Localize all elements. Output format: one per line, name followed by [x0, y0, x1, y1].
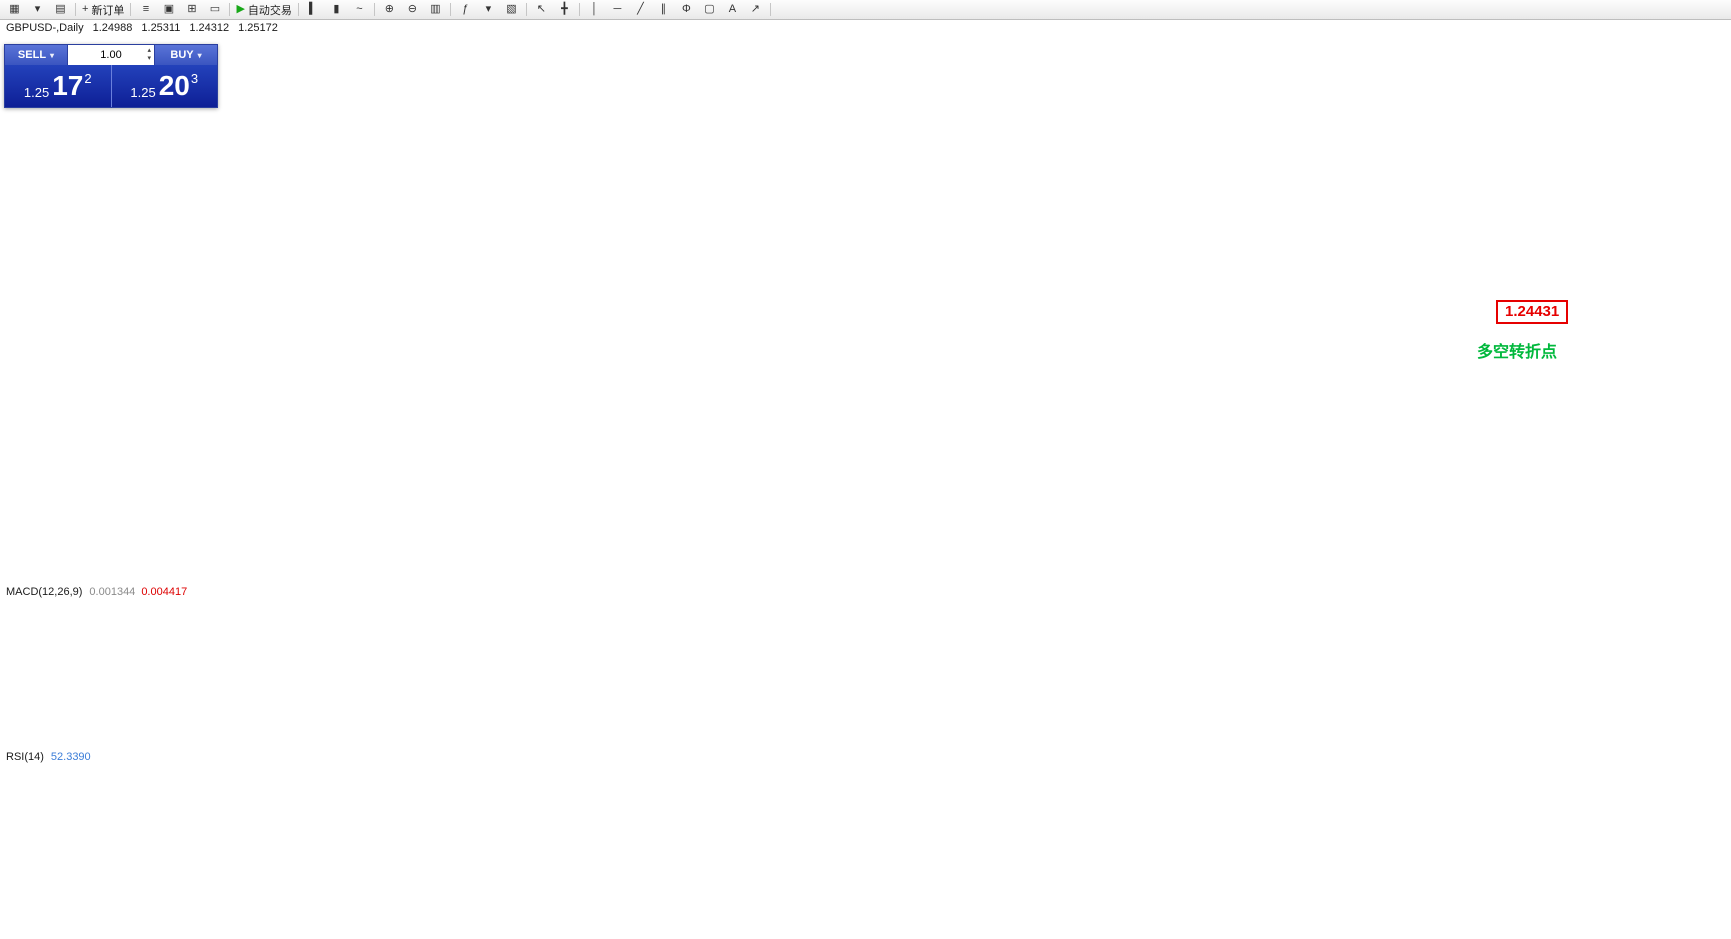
- buy-price-pips: 20: [158, 70, 190, 101]
- templates-icon: ▧: [506, 3, 517, 15]
- candlestick-chart-icon: ▮: [333, 3, 340, 15]
- profiles-button[interactable]: ▤: [49, 1, 72, 18]
- autotrade-icon: ▶: [236, 3, 245, 15]
- toolbar-separator: [130, 3, 132, 16]
- zoom-out-icon: ⊖: [407, 3, 418, 15]
- trendline-icon: ╱: [637, 3, 644, 15]
- toolbar-separator: [373, 3, 375, 16]
- zoom-in-icon: ⊕: [384, 3, 395, 15]
- sell-price-base: 1.25: [23, 84, 50, 100]
- profiles-icon: ▤: [55, 3, 66, 15]
- cursor-icon: ↖: [536, 3, 547, 15]
- shapes-button[interactable]: ▢: [698, 1, 721, 18]
- one-click-trading-panel: SELL ▾ 1.00 ▴ ▾ BUY ▾ 1.25 17 2: [4, 44, 218, 108]
- autotrade-button[interactable]: ▶ 自动交易: [236, 3, 292, 17]
- buy-label: BUY: [170, 49, 194, 61]
- line-chart-button[interactable]: ~: [348, 1, 371, 18]
- vertical-line-button[interactable]: │: [583, 1, 606, 18]
- toolbar: ▦ ▾ ▤ + 新订单 ≡ ▣ ⊞ ▭ ▶ 自动交易 ▍ ▮ ~ ⊕ ⊖ ▥ ƒ ▾ ▧ ↖ ╋ │ ─ ╱ ∥ Φ ▢ A ↗: [0, 0, 1731, 20]
- data-window-button[interactable]: ▣: [157, 1, 180, 18]
- toolbar-separator: [297, 3, 299, 16]
- data-window-icon: ▣: [163, 3, 175, 15]
- zoom-out-button[interactable]: ⊖: [401, 1, 424, 18]
- zoom-in-button[interactable]: ⊕: [378, 1, 401, 18]
- terminal-button[interactable]: ▭: [203, 1, 226, 18]
- sell-dropdown-button[interactable]: SELL ▾: [5, 45, 67, 65]
- market-watch-icon: ≡: [142, 3, 150, 15]
- bar-chart-icon: ▍: [309, 3, 318, 15]
- sell-price-pips: 17: [52, 70, 84, 101]
- new-chart-icon: ▦: [9, 3, 20, 15]
- channel-button[interactable]: ∥: [652, 1, 675, 18]
- toolbar-separator: [525, 3, 527, 16]
- bar-chart-button[interactable]: ▍: [302, 1, 325, 18]
- sell-label: SELL: [17, 49, 47, 61]
- line-chart-icon: ~: [356, 3, 363, 15]
- text-button[interactable]: A: [721, 1, 744, 18]
- trendline-button[interactable]: ╱: [629, 1, 652, 18]
- buy-price-base: 1.25: [130, 84, 156, 100]
- navigator-icon: ⊞: [187, 3, 197, 15]
- arrow-tools-icon: ↗: [750, 3, 761, 15]
- toolbar-separator: [229, 3, 231, 16]
- vertical-line-icon: │: [590, 3, 598, 15]
- crosshair-icon: ╋: [561, 3, 568, 15]
- new-order-icon: +: [82, 3, 89, 15]
- toolbar-separator: [449, 3, 451, 16]
- market-watch-button[interactable]: ≡: [134, 1, 157, 18]
- panel-divider: [110, 65, 112, 107]
- terminal-icon: ▭: [209, 3, 221, 15]
- stepper-up-icon[interactable]: ▴: [147, 47, 151, 54]
- volume-input[interactable]: 1.00 ▴ ▾: [67, 45, 155, 65]
- turning-point-label[interactable]: 多空转折点: [1477, 344, 1558, 361]
- new-chart-button[interactable]: ▦: [3, 1, 26, 18]
- new-order-button[interactable]: + 新订单: [82, 3, 125, 17]
- buy-dropdown-button[interactable]: BUY ▾: [155, 45, 217, 65]
- toolbar-separator: [75, 3, 76, 16]
- toolbar-separator: [578, 3, 580, 16]
- tile-windows-button[interactable]: ▥: [424, 1, 447, 18]
- buy-price-button[interactable]: 1.25 20 3: [112, 65, 218, 107]
- stepper-down-icon[interactable]: ▾: [147, 55, 151, 62]
- horizontal-line-icon: ─: [613, 3, 622, 15]
- volume-value: 1.00: [100, 49, 122, 61]
- price-annotation-box[interactable]: 1.24431: [1496, 300, 1569, 324]
- templates-button[interactable]: ▧: [500, 1, 523, 18]
- candlestick-chart-button[interactable]: ▮: [325, 1, 348, 18]
- shapes-icon: ▢: [704, 3, 715, 15]
- arrow-tools-button[interactable]: ↗: [744, 1, 767, 18]
- fibonacci-icon: Φ: [682, 3, 691, 15]
- text-icon: A: [728, 3, 737, 15]
- buy-price-pipette: 3: [190, 71, 199, 86]
- sell-price-pipette: 2: [84, 71, 92, 86]
- crosshair-button[interactable]: ╋: [553, 1, 576, 18]
- indicators-icon: ƒ: [462, 3, 469, 15]
- periods-dropdown[interactable]: ▾: [477, 1, 500, 18]
- chevron-down-icon: ▾: [197, 50, 202, 60]
- chevron-down-icon: ▾: [50, 50, 55, 60]
- horizontal-line-button[interactable]: ─: [606, 1, 629, 18]
- indicators-button[interactable]: ƒ: [454, 1, 477, 18]
- toolbar-separator: [769, 3, 771, 16]
- periods-icon: ▾: [485, 3, 492, 15]
- navigator-button[interactable]: ⊞: [180, 1, 203, 18]
- channel-icon: ∥: [660, 3, 667, 15]
- cursor-button[interactable]: ↖: [530, 1, 553, 18]
- fibonacci-button[interactable]: Φ: [675, 1, 698, 18]
- chart-list-icon: ▾: [34, 3, 41, 15]
- sell-price-button[interactable]: 1.25 17 2: [5, 65, 111, 107]
- chart-list-dropdown[interactable]: ▾: [26, 1, 49, 18]
- volume-stepper[interactable]: ▴ ▾: [147, 47, 151, 63]
- tile-windows-icon: ▥: [430, 3, 441, 15]
